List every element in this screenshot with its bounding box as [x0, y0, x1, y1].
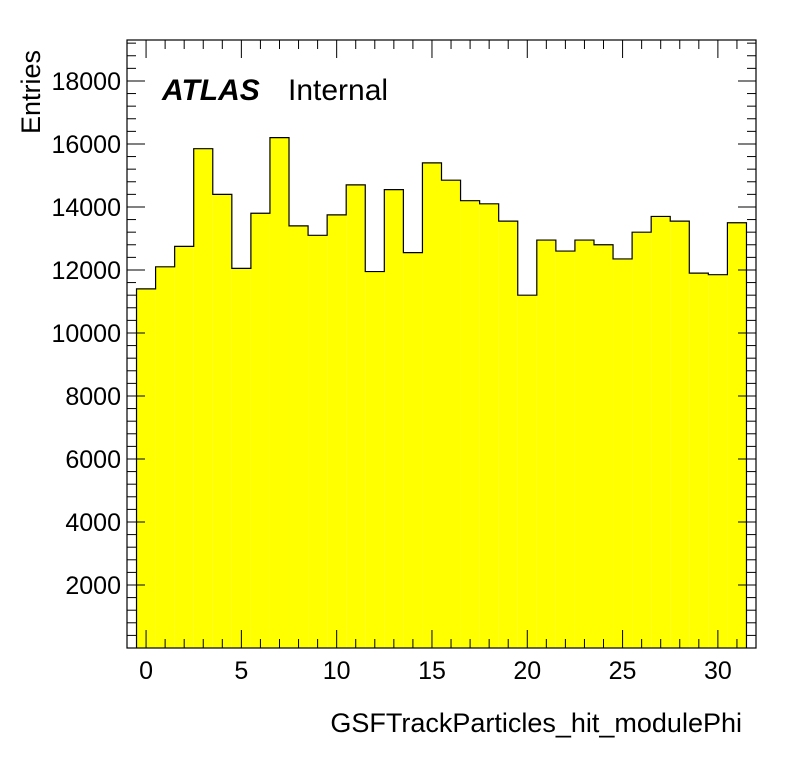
- internal-label: Internal: [288, 74, 388, 107]
- histogram-bar: [479, 203, 499, 648]
- histogram-bar: [269, 137, 290, 649]
- histogram-bar: [613, 258, 633, 648]
- y-tick-label: 8000: [65, 383, 121, 411]
- histogram-bar: [708, 274, 728, 648]
- histogram-bar: [212, 194, 232, 648]
- histogram-bar: [574, 240, 594, 649]
- x-axis-tick-labels: 0 5 10 15 20 25 30: [139, 657, 732, 685]
- x-tick-label: 20: [513, 657, 541, 685]
- histogram-bar: [384, 189, 404, 648]
- x-tick-label: 5: [234, 657, 248, 685]
- histogram-bar: [651, 216, 671, 649]
- plot-frame: [126, 39, 757, 649]
- y-tick-label: 12000: [51, 257, 121, 285]
- histogram-bar: [689, 273, 709, 648]
- x-tick-label: 15: [418, 657, 446, 685]
- histogram-bar: [193, 148, 213, 648]
- x-tick-label: 30: [704, 657, 732, 685]
- histogram-outline: [135, 137, 748, 648]
- histogram-bar: [403, 252, 423, 648]
- histogram-bar: [555, 251, 575, 648]
- histogram-bar: [536, 240, 556, 649]
- y-tick-label: 6000: [65, 446, 121, 474]
- y-tick-label: 10000: [51, 320, 121, 348]
- x-tick-label: 10: [323, 657, 351, 685]
- x-tick-label: 0: [139, 657, 153, 685]
- histogram-bar: [441, 180, 461, 648]
- y-axis-ticks: [127, 42, 756, 636]
- x-axis-title: GSFTrackParticles_hit_modulePhi: [330, 708, 742, 738]
- y-axis-tick-labels: 2000 4000 6000 8000 10000 12000 14000 16000 1800…: [51, 68, 121, 600]
- histogram-bar: [250, 213, 270, 648]
- y-tick-label: 18000: [51, 68, 121, 96]
- histogram-bar: [632, 232, 652, 648]
- histogram-bar: [231, 268, 251, 648]
- y-tick-label: 14000: [51, 194, 121, 222]
- histogram-bar: [289, 225, 309, 648]
- y-axis-title: Entries: [16, 50, 46, 134]
- histogram-bar: [136, 288, 156, 648]
- histogram-bar: [365, 271, 385, 648]
- histogram-bar: [346, 184, 366, 648]
- x-tick-label: 25: [609, 657, 637, 685]
- x-axis-ticks: [126, 40, 757, 648]
- histogram-bar: [155, 266, 175, 648]
- histogram-bar: [327, 214, 347, 649]
- histogram-bar: [498, 221, 518, 648]
- histogram-bar: [727, 222, 747, 648]
- histogram-bars: [136, 137, 747, 649]
- histogram-bar: [517, 295, 537, 648]
- histogram-bar: [422, 162, 442, 648]
- atlas-label: ATLAS: [161, 74, 260, 107]
- y-tick-label: 4000: [65, 509, 121, 537]
- histogram-bar: [670, 221, 690, 648]
- histogram-bar: [460, 200, 480, 648]
- histogram-bar: [308, 235, 328, 649]
- histogram-bar: [593, 244, 614, 648]
- y-tick-label: 2000: [65, 572, 121, 600]
- y-tick-label: 16000: [51, 131, 121, 159]
- histogram-bar: [174, 246, 194, 648]
